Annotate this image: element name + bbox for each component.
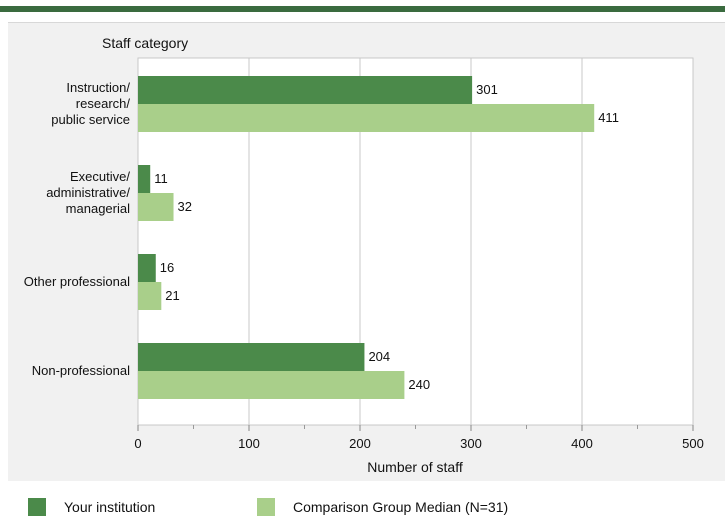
category-labels: Instruction/research/public service Execu… (24, 80, 131, 378)
top-accent-bar (0, 6, 725, 12)
x-axis-label: Number of staff (367, 459, 463, 475)
x-tick-label: 400 (571, 436, 593, 451)
legend-item-your-institution: Your institution (28, 498, 155, 516)
bar (138, 343, 365, 371)
category-label: Instruction/research/public service (51, 80, 130, 127)
x-tick-label: 200 (349, 436, 371, 451)
legend-swatch-light-green (257, 498, 275, 516)
bar-value-label: 301 (476, 82, 498, 97)
bar-value-label: 16 (160, 260, 174, 275)
legend: Your institution Comparison Group Median… (0, 484, 725, 516)
bar (138, 282, 162, 310)
category-label-line: administrative/ (46, 185, 130, 200)
chart-title: Staff category (102, 35, 188, 51)
legend-label: Comparison Group Median (N=31) (293, 499, 509, 515)
category-label-line: managerial (66, 201, 130, 216)
bar-chart: Staff category 301 411 11 32 16 21 204 240 Inst… (24, 35, 704, 475)
bar (138, 165, 151, 193)
category-label-line: public service (51, 112, 130, 127)
bar-value-label: 32 (178, 199, 192, 214)
bars: 301 411 11 32 16 21 204 240 (138, 76, 619, 399)
category-label: Other professional (24, 274, 130, 289)
legend-swatch-dark-green (28, 498, 46, 516)
x-axis-ticks: 0 100 200 300 400 500 (134, 425, 704, 451)
category-label-line: Executive/ (70, 169, 130, 184)
bar (138, 254, 156, 282)
bar-value-label: 411 (598, 110, 619, 125)
legend-item-comparison-median: Comparison Group Median (N=31) (257, 498, 508, 516)
bar (138, 193, 174, 221)
category-label-line: Instruction/ (66, 80, 130, 95)
bar (138, 371, 405, 399)
bar (138, 76, 473, 104)
bar (138, 104, 595, 132)
category-label-line: Non-professional (32, 363, 130, 378)
category-label-line: research/ (76, 96, 131, 111)
legend-label: Your institution (64, 499, 156, 515)
bar-value-label: 21 (165, 288, 179, 303)
bar-value-label: 240 (408, 377, 430, 392)
bar-value-label: 204 (368, 349, 390, 364)
category-label-line: Other professional (24, 274, 130, 289)
category-label: Non-professional (32, 363, 130, 378)
x-tick-label: 300 (460, 436, 482, 451)
x-tick-label: 500 (682, 436, 704, 451)
bar-value-label: 11 (154, 171, 168, 186)
category-label: Executive/administrative/managerial (46, 169, 130, 216)
x-tick-label: 0 (134, 436, 141, 451)
x-tick-label: 100 (238, 436, 260, 451)
